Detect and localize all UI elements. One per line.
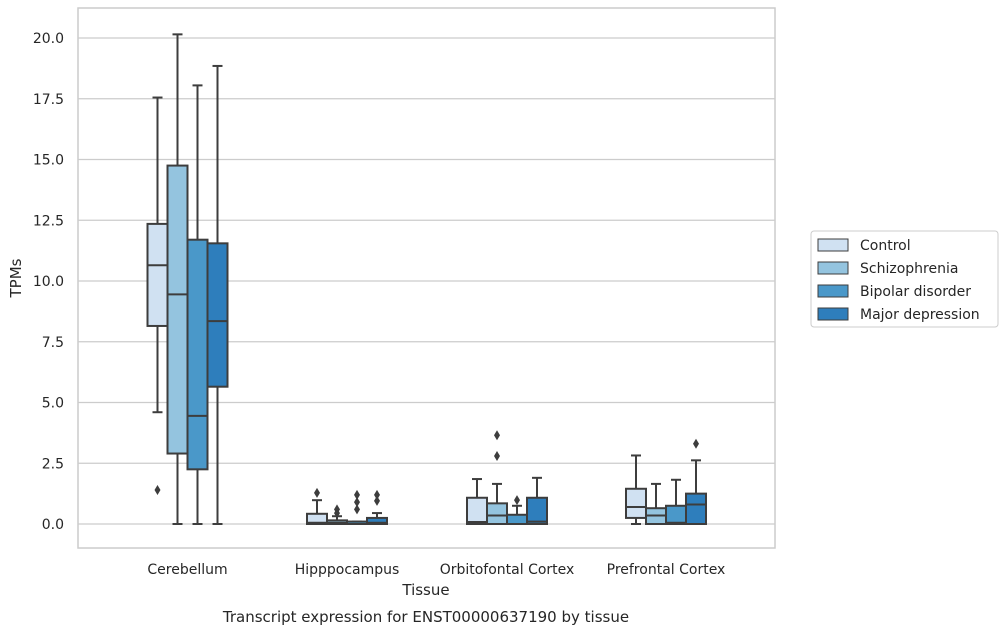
box-plot: [645, 482, 667, 525]
box-body: [306, 512, 328, 526]
box-body: [186, 238, 209, 471]
box-plot: [625, 454, 647, 525]
outlier-point: [374, 495, 380, 506]
box-body: [685, 492, 707, 525]
box-plot: [186, 84, 209, 525]
box-plot: [206, 64, 229, 525]
box-plot: [306, 487, 328, 526]
x-tick-label: Cerebellum: [147, 562, 227, 578]
x-tick-label: Hipppocampus: [295, 562, 400, 578]
y-tick-label: 2.5: [42, 456, 64, 472]
outlier-point: [154, 484, 161, 495]
y-tick-label: 20.0: [33, 31, 64, 47]
legend-swatch: [817, 284, 849, 298]
outlier-point: [314, 487, 320, 498]
box-body: [206, 242, 229, 388]
box-plot: [506, 495, 528, 525]
outlier-point: [494, 450, 500, 461]
box-body: [526, 496, 548, 526]
box-plot: [466, 478, 488, 526]
outlier-point: [354, 489, 360, 500]
y-tick-label: 0.0: [42, 517, 64, 533]
legend-label: Schizophrenia: [860, 261, 958, 277]
x-axis-title: Tissue: [401, 581, 449, 599]
chart-caption: Transcript expression for ENST0000063719…: [222, 608, 629, 626]
legend-label: Bipolar disorder: [860, 284, 971, 300]
outlier-point: [494, 430, 500, 441]
outlier-point: [354, 504, 360, 515]
box-body: [625, 487, 647, 519]
legend-swatch: [817, 307, 849, 321]
x-tick-label: Orbitofontal Cortex: [440, 562, 575, 578]
box-plot: [166, 33, 189, 525]
y-axis-title: TPMs: [7, 258, 25, 298]
y-tick-label: 12.5: [33, 213, 64, 229]
x-tick-labels: Cerebellum Hipppocampus Orbitofontal Corte…: [147, 562, 725, 578]
legend-swatch: [817, 238, 849, 252]
legend-label: Major depression: [860, 307, 980, 323]
box-body: [665, 504, 687, 525]
y-tick-label: 5.0: [42, 396, 64, 412]
box-plot: [366, 489, 388, 525]
outlier-point: [693, 438, 699, 449]
plot-boxes: [146, 33, 707, 526]
y-tick-label: 7.5: [42, 335, 64, 351]
legend: Control Schizophrenia Bipolar disorder Majo…: [810, 230, 999, 328]
box-plot: [326, 504, 348, 525]
box-plot: [346, 489, 368, 526]
legend-label: Control: [860, 238, 911, 254]
box-plot: [486, 430, 508, 526]
legend-frame: [810, 230, 999, 328]
box-plot: [685, 438, 707, 525]
box-plot: [146, 96, 169, 495]
box-body: [506, 513, 528, 525]
box-body: [466, 496, 488, 526]
box-body: [486, 502, 508, 526]
box-body: [366, 516, 388, 525]
x-tick-label: Prefrontal Cortex: [607, 562, 726, 578]
outlier-point: [514, 495, 520, 506]
box-plot: [526, 476, 548, 526]
y-tick-label: 10.0: [33, 274, 64, 290]
box-plot: [665, 478, 687, 525]
y-tick-label: 15.0: [33, 153, 64, 169]
plot-frame: [77, 7, 776, 549]
outlier-point: [374, 489, 380, 500]
outlier-point: [354, 497, 360, 508]
y-tick-labels: 0.0 2.5 5.0 7.5 10.0 12.5 15.0 17.5 20.0: [33, 31, 64, 533]
outlier-point: [334, 504, 340, 515]
box-body: [166, 164, 189, 455]
y-tick-label: 17.5: [33, 92, 64, 108]
legend-swatch: [817, 261, 849, 275]
box-body: [146, 222, 169, 327]
